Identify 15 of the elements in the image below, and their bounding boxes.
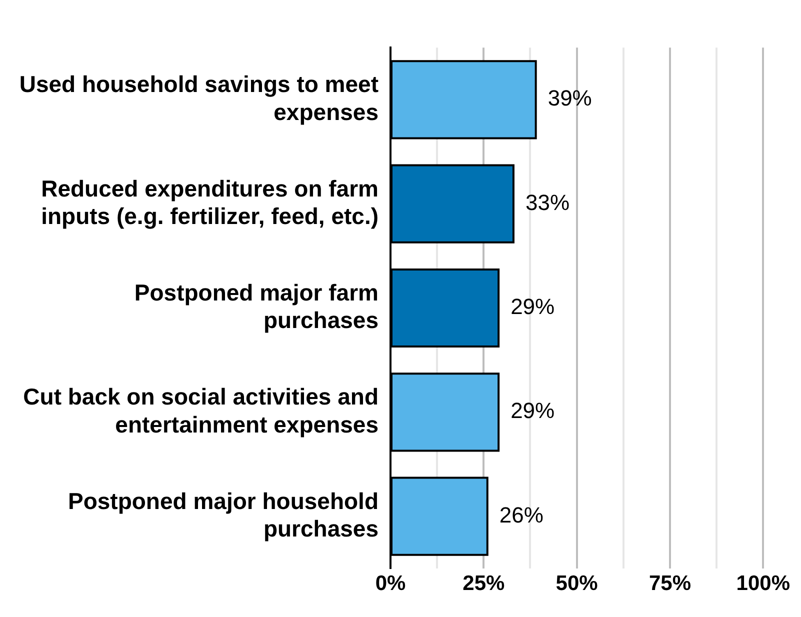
y-tick-label: Cut back on social activities and entertainment expenses [23,384,378,438]
x-tick-label: 0% [375,572,406,595]
y-tick-label: Used household savings to meet expenses [19,71,379,125]
data-label: 26% [499,502,544,528]
data-label: 39% [548,86,592,111]
data-label: 29% [510,398,555,424]
x-tick-label: 50% [556,572,598,595]
data-label: 29% [510,294,555,320]
data-label: 33% [525,190,570,215]
x-tick-label: 100% [736,572,790,595]
y-tick-label: Postponed major household purchases [68,488,378,542]
y-tick-label: Reduced expenditures on farm inputs (e.g. fertilizer, feed, etc.) [41,175,378,229]
x-tick-label: 75% [648,572,692,595]
y-tick-label: Postponed major farm purchases [134,280,378,334]
x-tick-label: 25% [462,572,506,595]
